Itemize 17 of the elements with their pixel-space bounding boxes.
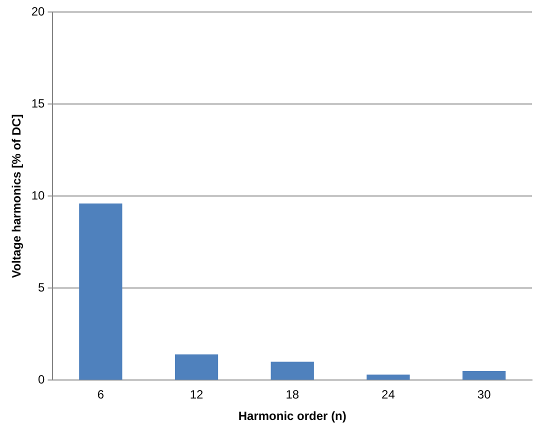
x-tick-label: 30 [477,388,492,402]
x-axis-title: Harmonic order (n) [238,409,346,424]
bar [270,362,314,380]
y-tick-label: 15 [31,96,46,110]
bar [79,203,122,380]
y-tick-label: 5 [38,280,46,294]
y-tick-label: 10 [31,188,46,202]
x-tick-label: 6 [97,388,104,402]
y-tick-label: 0 [38,372,46,387]
bar [462,370,506,380]
x-tick-label: 24 [382,388,396,402]
y-tick-label: 20 [31,4,46,18]
y-axis-title: Voltage harmonics [% of DC] [10,114,24,278]
x-tick-label: 12 [190,388,204,402]
x-tick-label: 18 [286,388,300,402]
bar [174,354,218,380]
bar [366,374,410,380]
